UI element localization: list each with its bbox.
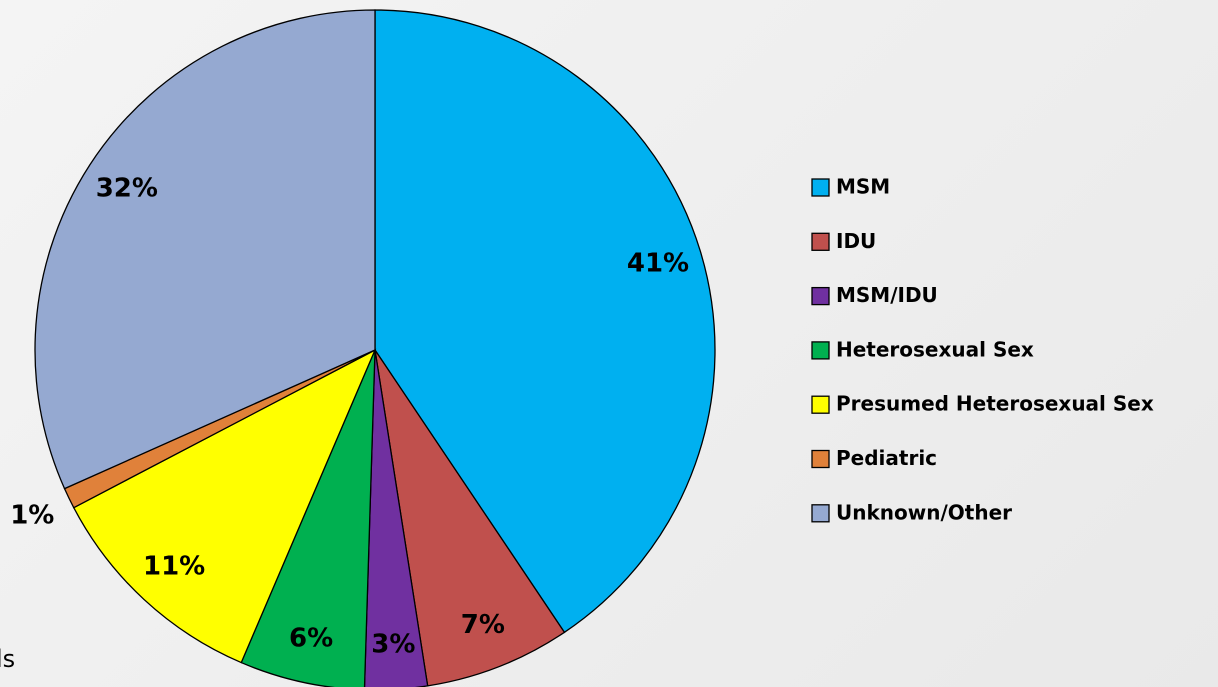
data-label: 6% — [289, 623, 333, 653]
legend-swatch — [811, 341, 830, 360]
legend-label: Presumed Heterosexual Sex — [836, 392, 1154, 416]
legend-swatch — [811, 449, 830, 469]
pie-slice — [34, 9, 376, 490]
background-text: ls — [0, 645, 15, 673]
legend-label: IDU — [836, 229, 876, 253]
pie-slice — [72, 348, 377, 664]
pie-slice — [374, 9, 716, 634]
data-label: 32% — [96, 174, 158, 204]
pie-slice — [374, 349, 566, 687]
legend-swatch — [811, 286, 830, 306]
legend-label: MSM/IDU — [836, 283, 938, 307]
legend-swatch — [811, 232, 830, 251]
legend-swatch — [811, 504, 830, 523]
data-label: 3% — [371, 630, 415, 660]
data-label: 7% — [461, 610, 505, 640]
data-label: 1% — [10, 500, 54, 530]
legend-label: MSM — [836, 175, 890, 199]
pie-slice — [240, 349, 376, 687]
data-label: 41% — [627, 248, 689, 278]
legend-swatch — [811, 395, 830, 414]
pie-slice — [363, 349, 429, 687]
legend-label: Heterosexual Sex — [836, 337, 1034, 361]
legend-label: Unknown/Other — [836, 500, 1012, 524]
legend-label: Pediatric — [836, 446, 937, 470]
legend-swatch — [811, 178, 830, 197]
data-label: 11% — [143, 552, 205, 582]
